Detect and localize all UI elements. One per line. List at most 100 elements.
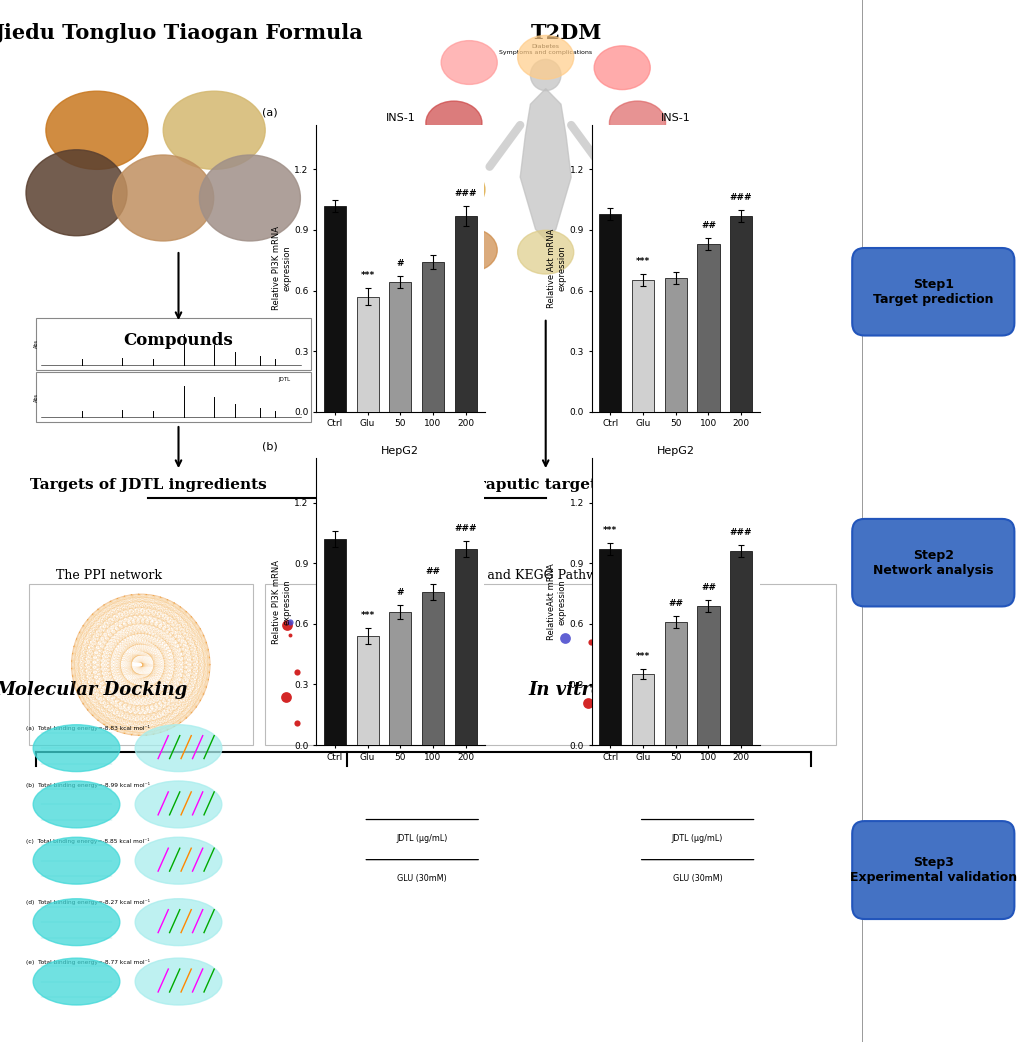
- Text: (b): (b): [262, 441, 278, 451]
- Point: [369, 661, 385, 677]
- Bar: [697, 244, 718, 412]
- Ellipse shape: [113, 155, 214, 241]
- Bar: [324, 205, 345, 412]
- Bar: [36, 372, 311, 422]
- FancyBboxPatch shape: [852, 519, 1014, 606]
- Point: [311, 598, 327, 615]
- Text: In vitro study: In vitro study: [528, 680, 664, 699]
- Point: [399, 679, 416, 696]
- Point: [368, 690, 384, 706]
- Text: (a)  Total binding energy=-8.83 kcal mol⁻¹: (a) Total binding energy=-8.83 kcal mol⁻…: [25, 725, 149, 731]
- Text: ##: ##: [700, 221, 715, 230]
- Ellipse shape: [33, 959, 120, 1004]
- Point: [590, 612, 606, 628]
- Bar: [422, 592, 443, 745]
- Text: Step1
Target prediction: Step1 Target prediction: [872, 278, 993, 305]
- Point: [606, 652, 623, 669]
- Ellipse shape: [441, 228, 497, 272]
- Point: [626, 717, 642, 734]
- Ellipse shape: [135, 838, 222, 884]
- Point: [409, 690, 425, 706]
- Text: Diabetes
Symptoms and complications: Diabetes Symptoms and complications: [498, 44, 592, 54]
- Point: [336, 683, 353, 699]
- Text: Jiedu Tongluo Tiaogan Formula: Jiedu Tongluo Tiaogan Formula: [0, 23, 363, 43]
- Bar: [454, 216, 477, 412]
- Text: T2DM: T2DM: [530, 23, 601, 43]
- Ellipse shape: [25, 150, 127, 235]
- Y-axis label: Relative PI3K mRNA
expression: Relative PI3K mRNA expression: [272, 560, 291, 644]
- Text: Compounds: Compounds: [123, 332, 233, 349]
- Point: [368, 674, 384, 691]
- Bar: [599, 214, 621, 412]
- Ellipse shape: [135, 725, 222, 771]
- Ellipse shape: [135, 959, 222, 1004]
- Bar: [36, 318, 311, 370]
- Ellipse shape: [428, 168, 485, 212]
- Point: [654, 698, 671, 715]
- Bar: [632, 280, 653, 412]
- Point: [746, 690, 762, 706]
- Bar: [632, 674, 653, 745]
- Bar: [730, 551, 752, 745]
- Ellipse shape: [33, 782, 120, 827]
- Y-axis label: Relative Akt mRNA
expression: Relative Akt mRNA expression: [547, 228, 567, 308]
- Ellipse shape: [530, 59, 560, 91]
- Ellipse shape: [135, 782, 222, 827]
- Point: [631, 652, 647, 669]
- Text: Step3
Experimental validation: Step3 Experimental validation: [849, 857, 1016, 884]
- Text: ###: ###: [454, 189, 477, 198]
- Point: [593, 664, 609, 680]
- Bar: [389, 282, 411, 412]
- Y-axis label: Relative PI3K mRNA
expression: Relative PI3K mRNA expression: [272, 226, 291, 311]
- Point: [579, 695, 595, 712]
- Ellipse shape: [33, 725, 120, 771]
- Text: ##: ##: [667, 599, 683, 607]
- Point: [395, 708, 412, 724]
- Point: [278, 689, 294, 705]
- Ellipse shape: [518, 35, 573, 79]
- Ellipse shape: [441, 41, 497, 84]
- Point: [380, 667, 396, 684]
- Text: ***: ***: [635, 257, 649, 267]
- Text: (c)  Total binding energy=-8.85 kcal mol⁻¹: (c) Total binding energy=-8.85 kcal mol⁻…: [25, 838, 149, 844]
- Ellipse shape: [601, 166, 658, 209]
- Title: INS-1: INS-1: [385, 113, 415, 123]
- Point: [395, 618, 412, 635]
- FancyBboxPatch shape: [852, 248, 1014, 336]
- Text: Abs: Abs: [34, 393, 39, 401]
- FancyBboxPatch shape: [852, 821, 1014, 919]
- Text: JDTL (μg/mL): JDTL (μg/mL): [672, 500, 722, 510]
- Point: [361, 593, 377, 610]
- Point: [413, 694, 429, 711]
- Text: #: #: [396, 259, 404, 268]
- Text: Molecular Docking: Molecular Docking: [0, 680, 187, 699]
- Point: [582, 634, 598, 650]
- Text: (e)  Total binding energy=-8.77 kcal mol⁻¹: (e) Total binding energy=-8.77 kcal mol⁻…: [25, 959, 150, 965]
- Bar: [265, 584, 836, 745]
- Point: [289, 664, 306, 680]
- Text: JDTL (μg/mL): JDTL (μg/mL): [396, 834, 447, 843]
- Ellipse shape: [33, 898, 120, 946]
- Text: GLU (30mM): GLU (30mM): [397, 874, 446, 883]
- Text: GLU (30mM): GLU (30mM): [673, 874, 721, 883]
- Text: GLU (30mM): GLU (30mM): [397, 541, 446, 549]
- Text: JDTL (μg/mL): JDTL (μg/mL): [672, 834, 722, 843]
- Text: ***: ***: [360, 271, 374, 280]
- Point: [661, 614, 678, 630]
- Text: Targets of JDTL ingredients: Targets of JDTL ingredients: [30, 477, 266, 492]
- Text: ***: ***: [360, 611, 374, 620]
- Bar: [422, 263, 443, 412]
- Ellipse shape: [200, 155, 301, 241]
- Text: (a): (a): [262, 108, 278, 118]
- Point: [649, 660, 665, 676]
- Bar: [324, 539, 345, 745]
- Text: #: #: [396, 588, 404, 597]
- Text: The GO Pathways and KEGG Pathways: The GO Pathways and KEGG Pathways: [371, 569, 618, 581]
- Text: ###: ###: [454, 524, 477, 534]
- Text: ###: ###: [730, 193, 752, 202]
- Text: ###: ###: [730, 528, 752, 538]
- Point: [672, 703, 688, 720]
- Ellipse shape: [33, 838, 120, 884]
- Ellipse shape: [518, 230, 573, 274]
- Point: [314, 643, 330, 660]
